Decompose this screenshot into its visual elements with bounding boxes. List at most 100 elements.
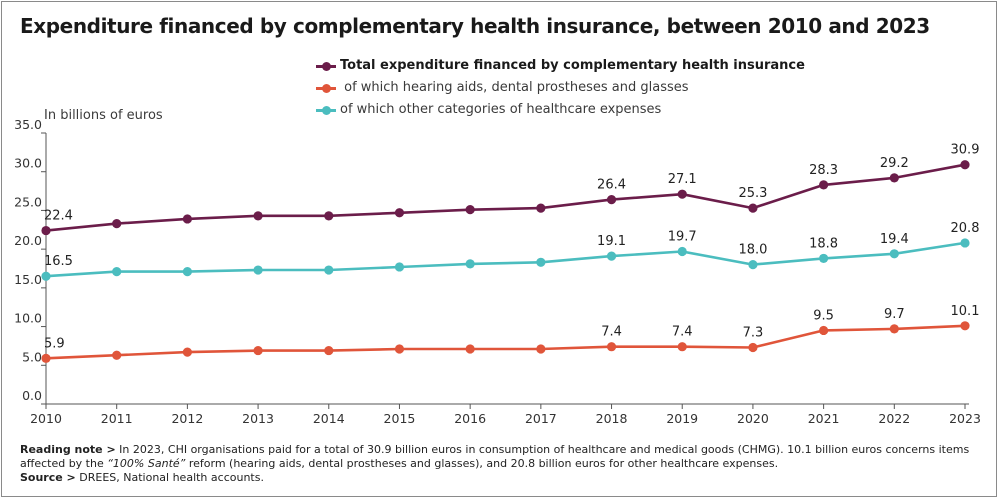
y-tick-label: 5.0 <box>22 349 42 364</box>
series-line-1 <box>44 324 967 360</box>
data-point <box>465 259 475 269</box>
legend-item-other-categories: of which other categories of healthcare … <box>316 99 805 121</box>
legend-label: of which other categories of healthcare … <box>340 102 662 117</box>
legend-dot <box>322 84 331 93</box>
x-tick-label: 2010 <box>30 411 62 426</box>
source-note: Source > DREES, National health accounts… <box>20 471 980 485</box>
data-point <box>182 347 192 357</box>
data-label: 16.5 <box>44 254 73 269</box>
legend-label: Total expenditure financed by complement… <box>340 58 805 73</box>
data-point <box>536 344 546 354</box>
data-point <box>960 238 970 248</box>
data-label: 29.2 <box>880 156 909 171</box>
legend-marker-icon <box>316 60 336 72</box>
data-point <box>253 265 263 275</box>
data-point <box>889 324 899 334</box>
x-tick-label: 2020 <box>737 411 769 426</box>
data-point <box>889 173 899 183</box>
reading-note-prefix: Reading note > <box>20 443 116 456</box>
data-label: 9.7 <box>884 307 905 322</box>
legend-item-hearing-dental-glasses: of which hearing aids, dental prostheses… <box>316 77 805 99</box>
y-tick-label: 35.0 <box>14 117 42 132</box>
data-point <box>182 214 192 224</box>
legend-marker-icon <box>316 104 336 116</box>
chart-legend: Total expenditure financed by complement… <box>316 55 805 121</box>
data-label: 7.4 <box>601 325 622 340</box>
legend-label: of which hearing aids, dental prostheses… <box>340 80 689 95</box>
data-point <box>112 266 122 277</box>
data-point <box>324 345 334 356</box>
data-point <box>394 208 405 218</box>
data-point <box>41 225 51 236</box>
legend-dot <box>322 106 331 115</box>
data-point <box>677 189 687 199</box>
data-point <box>112 350 122 360</box>
data-label: 9.5 <box>813 308 834 323</box>
data-label: 22.4 <box>44 209 73 224</box>
x-tick-label: 2011 <box>101 411 133 426</box>
data-label: 19.7 <box>668 229 697 244</box>
series-line-0 <box>44 163 967 232</box>
x-tick-label: 2023 <box>949 411 981 426</box>
y-tick-label: 15.0 <box>14 272 42 287</box>
data-point <box>465 205 475 215</box>
data-point <box>819 253 829 264</box>
data-label: 30.9 <box>951 143 980 158</box>
data-point <box>606 342 617 352</box>
y-tick-label: 20.0 <box>14 233 42 248</box>
data-label: 7.3 <box>743 325 764 340</box>
y-tick-label: 10.0 <box>14 311 42 326</box>
data-label: 26.4 <box>597 178 626 193</box>
data-point <box>112 218 122 229</box>
data-label: 27.1 <box>668 172 697 187</box>
data-point <box>41 271 51 281</box>
reading-note: Reading note > In 2023, CHI organisation… <box>20 443 980 471</box>
data-point <box>819 325 829 336</box>
source-prefix: Source > <box>20 471 76 484</box>
data-point <box>748 203 758 213</box>
y-tick-label: 25.0 <box>14 194 42 209</box>
data-label: 10.1 <box>951 304 980 319</box>
data-label: 18.0 <box>738 243 767 258</box>
data-point <box>606 251 617 261</box>
x-tick-label: 2021 <box>808 411 840 426</box>
x-tick-label: 2013 <box>242 411 274 426</box>
data-point <box>960 160 970 170</box>
reading-note-text: In 2023, CHI organisations paid for a to… <box>20 443 970 470</box>
data-label: 25.3 <box>738 186 767 201</box>
data-point <box>394 262 405 272</box>
data-label: 7.4 <box>672 325 693 340</box>
data-point <box>889 249 899 259</box>
legend-dot <box>322 62 331 71</box>
x-tick-label: 2022 <box>878 411 910 426</box>
legend-marker-icon <box>316 82 336 94</box>
data-point <box>324 211 334 221</box>
data-point <box>819 180 829 190</box>
line-chart: 0.0 5.0 10.0 15.0 20.0 25.0 30.0 35.0 2010 2011 20… <box>14 117 981 426</box>
x-tick-label: 2015 <box>384 411 416 426</box>
data-point <box>536 203 546 213</box>
data-label: 5.9 <box>44 336 65 351</box>
series-line-2 <box>44 241 967 278</box>
data-point <box>748 260 758 270</box>
y-axis-units-label: In billions of euros <box>44 108 163 123</box>
x-tick-label: 2016 <box>454 411 486 426</box>
data-point <box>394 344 405 354</box>
x-tick-label: 2017 <box>525 411 557 426</box>
legend-item-total: Total expenditure financed by complement… <box>316 55 805 77</box>
x-tick-label: 2014 <box>313 411 345 426</box>
data-point <box>677 342 687 352</box>
data-label: 19.1 <box>597 234 626 249</box>
data-point <box>960 321 970 331</box>
data-point <box>606 194 617 205</box>
data-label: 19.4 <box>880 232 909 247</box>
y-tick-label: 0.0 <box>22 388 42 403</box>
y-tick-label: 30.0 <box>14 156 42 171</box>
data-label: 20.8 <box>951 221 980 236</box>
reading-note-italic: “100% Santé” <box>107 457 186 470</box>
data-label: 18.8 <box>809 236 838 251</box>
x-tick-label: 2012 <box>171 411 203 426</box>
data-point <box>253 345 263 356</box>
data-point <box>182 266 192 277</box>
